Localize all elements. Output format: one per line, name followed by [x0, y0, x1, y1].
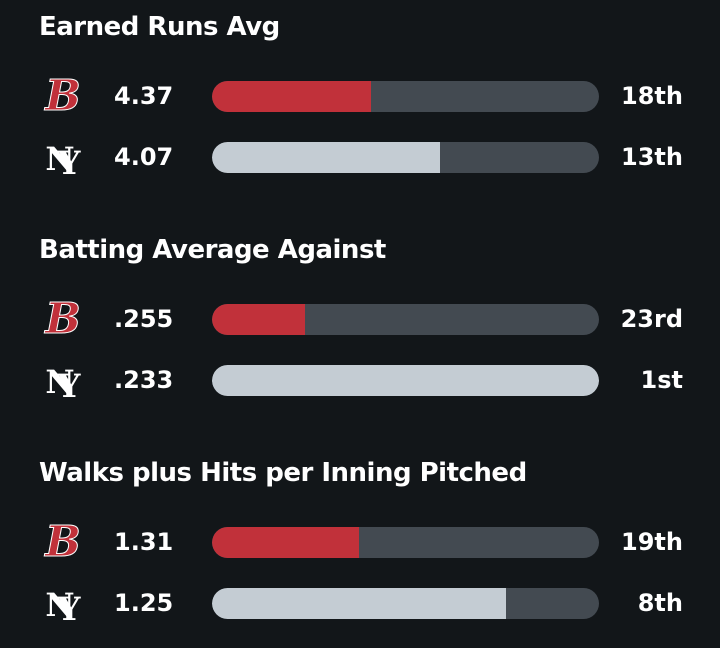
svg-text:N: N — [45, 363, 74, 400]
stat-bar-fill — [212, 81, 371, 112]
stat-bar-track — [212, 81, 599, 112]
stat-bar-track — [212, 588, 599, 619]
stat-bar-fill — [212, 365, 599, 396]
stat-rank: 8th — [637, 589, 683, 617]
svg-text:N: N — [45, 586, 74, 623]
red-sox-logo-icon: B — [38, 299, 88, 339]
stat-row-red-sox: B 1.31 19th — [0, 522, 720, 562]
svg-text:Y: Y — [57, 144, 82, 177]
stat-value: 4.37 — [114, 82, 174, 110]
yankees-logo-icon: N Y — [38, 137, 88, 177]
yankees-logo-icon: N Y — [38, 583, 88, 623]
stat-rank: 23rd — [620, 305, 683, 333]
stat-row-yankees: N Y 4.07 13th — [0, 137, 720, 177]
stat-rank: 18th — [621, 82, 683, 110]
section-title: Walks plus Hits per Inning Pitched — [39, 458, 527, 488]
stat-row-red-sox: B 4.37 18th — [0, 76, 720, 116]
svg-text:B: B — [44, 76, 81, 116]
stat-bar-fill — [212, 142, 441, 173]
stat-value: .233 — [114, 366, 174, 394]
stat-row-yankees: N Y .233 1st — [0, 360, 720, 400]
svg-text:B: B — [44, 522, 81, 562]
stat-value: .255 — [114, 305, 174, 333]
stat-rank: 19th — [621, 528, 683, 556]
svg-text:Y: Y — [57, 590, 82, 623]
stat-bar-fill — [212, 588, 507, 619]
svg-text:B: B — [44, 299, 81, 339]
stat-bar-track — [212, 365, 599, 396]
stat-bar-track — [212, 142, 599, 173]
stat-row-yankees: N Y 1.25 8th — [0, 583, 720, 623]
stat-rank: 1st — [640, 366, 683, 394]
stat-value: 4.07 — [114, 143, 174, 171]
stat-rank: 13th — [621, 143, 683, 171]
stat-bar-fill — [212, 527, 360, 558]
stat-bar-track — [212, 304, 599, 335]
stat-value: 1.25 — [114, 589, 174, 617]
section-title: Batting Average Against — [39, 235, 386, 265]
stat-bar-track — [212, 527, 599, 558]
yankees-logo-icon: N Y — [38, 360, 88, 400]
svg-text:N: N — [45, 140, 74, 177]
stat-row-red-sox: B .255 23rd — [0, 299, 720, 339]
section-title: Earned Runs Avg — [39, 12, 280, 42]
svg-text:Y: Y — [57, 367, 82, 400]
red-sox-logo-icon: B — [38, 522, 88, 562]
stat-bar-fill — [212, 304, 305, 335]
stat-value: 1.31 — [114, 528, 174, 556]
red-sox-logo-icon: B — [38, 76, 88, 116]
